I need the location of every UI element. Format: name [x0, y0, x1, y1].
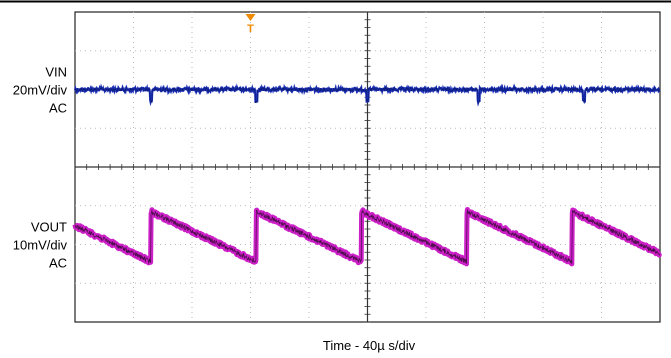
channel-label-vout-1: 10mV/div: [13, 238, 68, 253]
trigger-arrow-icon: [245, 14, 256, 21]
trigger-marker: T: [245, 14, 256, 35]
channel-label-vout-2: AC: [49, 256, 67, 271]
vin-trace-noise: [74, 86, 661, 104]
channel-labels: VIN 20mV/div AC VOUT 10mV/div AC: [13, 65, 68, 271]
chart-grid: [74, 11, 661, 323]
x-axis-label: Time - 40µ s/div: [323, 338, 416, 353]
channel-label-vin-0: VIN: [45, 65, 67, 80]
channel-label-vin-1: 20mV/div: [13, 83, 68, 98]
channel-label-vin-2: AC: [49, 101, 67, 116]
trigger-label: T: [247, 23, 254, 35]
chart-traces: [72, 83, 663, 267]
vout-trace-noise: [74, 209, 661, 265]
channel-label-vout-0: VOUT: [31, 220, 67, 235]
